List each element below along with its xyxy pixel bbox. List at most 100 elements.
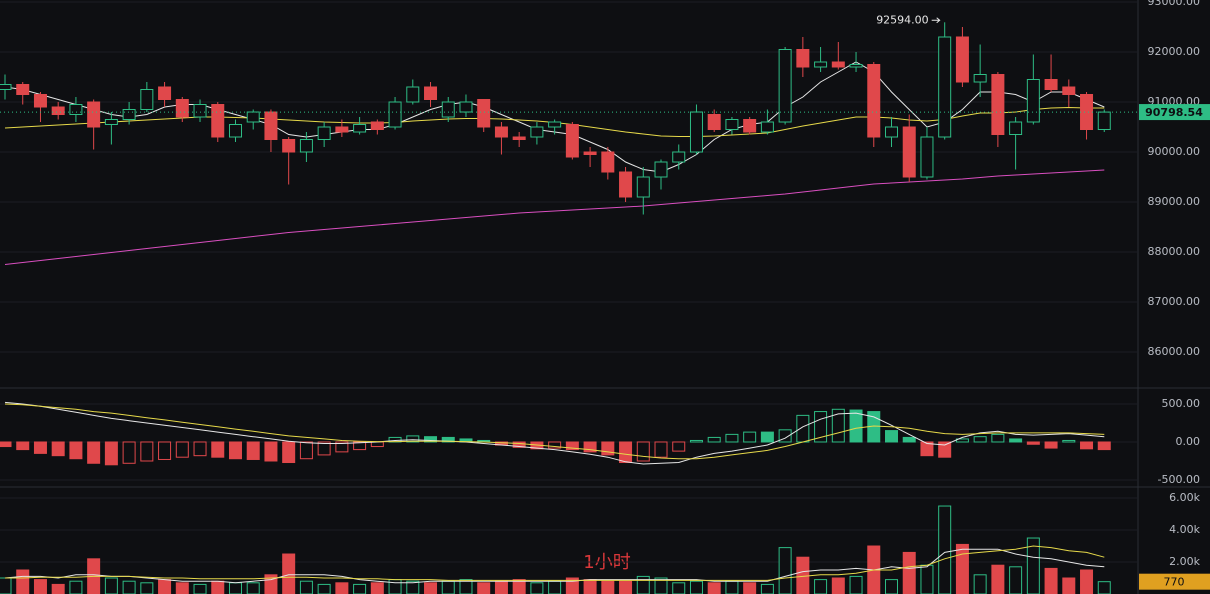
candle-body — [69, 104, 83, 115]
volume-bar — [902, 551, 916, 594]
macd-bar — [725, 433, 739, 443]
candle-body — [955, 36, 969, 83]
high-marker-label: 92594.00 — [876, 13, 929, 26]
macd-bar — [370, 441, 384, 448]
macd-bar — [0, 441, 12, 448]
macd-bar — [69, 441, 83, 460]
macd-bar — [654, 441, 668, 458]
macd-bar — [902, 436, 916, 443]
volume-bar — [938, 505, 952, 594]
candle-body — [158, 86, 172, 100]
macd-bar — [672, 441, 686, 452]
volume-bar — [530, 582, 544, 594]
candle-body — [459, 101, 473, 113]
candle-body — [406, 86, 420, 103]
macd-bar — [282, 441, 296, 464]
candle-body — [849, 64, 863, 68]
macd-bar — [991, 433, 1005, 443]
volume-bar — [583, 579, 597, 594]
y-tick-label: 2.00k — [1169, 555, 1200, 568]
y-tick-label: 90000.00 — [1148, 145, 1201, 158]
volume-bar — [282, 553, 296, 594]
volume-bar — [0, 577, 12, 594]
macd-bar — [335, 441, 349, 453]
volume-bar — [778, 547, 792, 594]
volume-bar — [814, 579, 828, 594]
macd-bar — [707, 436, 721, 443]
candle-body — [814, 61, 828, 68]
candle-body — [246, 111, 260, 123]
ma-line — [4, 169, 1105, 265]
candle-body — [1026, 79, 1040, 123]
candle-body — [0, 84, 12, 90]
volume-bar — [849, 575, 863, 594]
macd-bar — [601, 441, 615, 456]
candle-body — [477, 99, 491, 128]
ma-line — [4, 548, 1105, 584]
candle-body — [494, 126, 508, 138]
candle-body — [264, 111, 278, 140]
volume-bar — [512, 579, 526, 594]
volume-bar — [140, 582, 154, 594]
volume-bar — [636, 575, 650, 594]
volume-bar — [619, 580, 633, 594]
macd-bar — [689, 439, 703, 443]
y-tick-label: 93000.00 — [1148, 0, 1201, 8]
volume-bar — [299, 580, 313, 594]
volume-bar — [743, 582, 757, 594]
volume-bar — [973, 574, 987, 594]
macd-bar — [33, 441, 47, 454]
macd-bar — [512, 441, 526, 448]
volume-bar — [494, 580, 508, 594]
candle-body — [991, 74, 1005, 135]
last-price-label: 90798.54 — [1145, 106, 1203, 119]
volume-bar — [920, 564, 934, 594]
candle-body — [388, 101, 402, 128]
candle-body — [353, 124, 367, 133]
volume-bar — [831, 577, 845, 594]
candle-body — [512, 136, 526, 140]
volume-bar — [193, 583, 207, 594]
candle-body — [583, 151, 597, 155]
candle-body — [778, 49, 792, 123]
macd-bar — [1026, 441, 1040, 445]
volume-badge-label: 770 — [1164, 576, 1185, 589]
macd-bar — [299, 441, 313, 460]
macd-bar — [796, 414, 810, 443]
candle-body — [175, 99, 189, 118]
volume-bar — [158, 579, 172, 594]
macd-bar — [565, 441, 579, 451]
volume-bar — [175, 582, 189, 594]
volume-bar — [335, 582, 349, 594]
candle-body — [1044, 79, 1058, 90]
macd-bar — [1009, 438, 1023, 443]
macd-bar — [1044, 441, 1058, 449]
candle-body — [601, 151, 615, 173]
candle-body — [228, 124, 242, 138]
macd-bar — [122, 441, 136, 464]
macd-bar — [424, 436, 438, 443]
volume-bar — [725, 580, 739, 594]
candle-body — [1097, 111, 1111, 130]
macd-bar — [104, 441, 118, 466]
candle-body — [317, 126, 331, 140]
candle-body — [1062, 86, 1076, 95]
candle-body — [902, 126, 916, 178]
candle-body — [743, 119, 757, 133]
volume-bar — [16, 569, 30, 594]
macd-bar — [885, 430, 898, 443]
macd-bar — [1080, 441, 1094, 450]
candle-body — [619, 171, 633, 198]
candle-body — [565, 124, 579, 158]
candle-body — [672, 151, 686, 163]
candle-body — [193, 104, 207, 118]
volume-bar — [353, 583, 367, 594]
candle-body — [211, 104, 225, 138]
y-tick-label: -500.00 — [1158, 473, 1200, 486]
candle-body — [87, 101, 101, 128]
macd-bar — [1062, 439, 1076, 443]
volume-bar — [459, 579, 473, 594]
candle-body — [760, 121, 774, 133]
candle-body — [104, 119, 118, 125]
